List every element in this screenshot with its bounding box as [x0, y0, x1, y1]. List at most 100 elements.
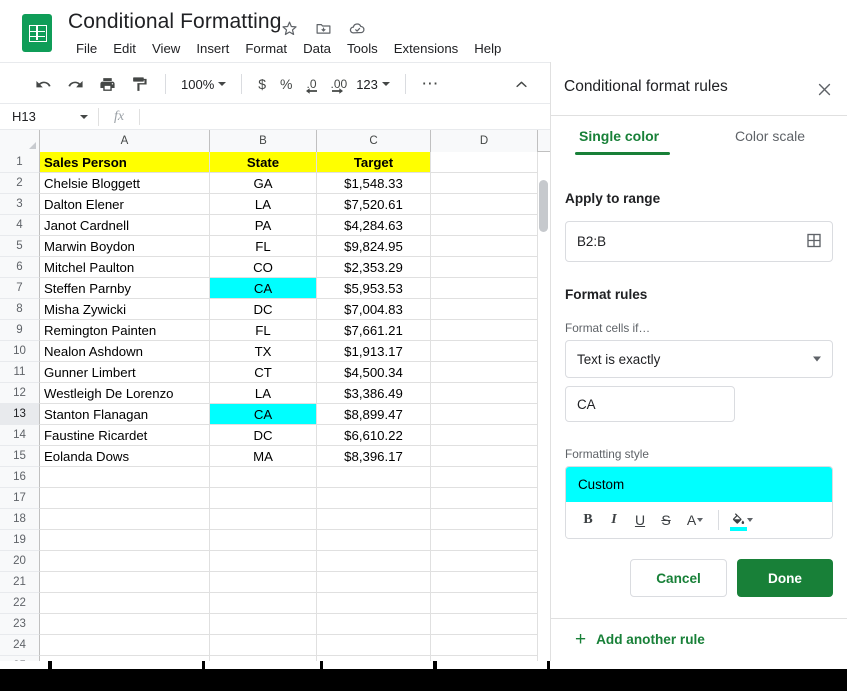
tab-single-color[interactable]: Single color	[579, 128, 660, 144]
cell-B16[interactable]	[210, 467, 317, 488]
cell-C2[interactable]: $1,548.33	[317, 173, 431, 194]
row-header[interactable]: 18	[0, 509, 40, 530]
cell-B24[interactable]	[210, 635, 317, 656]
cell-B14[interactable]: DC	[210, 425, 317, 446]
move-to-folder-icon[interactable]	[312, 17, 334, 39]
cell-D20[interactable]	[431, 551, 538, 572]
row-header[interactable]: 9	[0, 320, 40, 341]
select-all-corner[interactable]	[0, 130, 40, 152]
text-color-button[interactable]: A	[680, 508, 710, 532]
cell-A10[interactable]: Nealon Ashdown	[40, 341, 210, 362]
bold-button[interactable]: B	[583, 512, 593, 527]
row-header[interactable]: 25	[0, 656, 40, 661]
tab-color-scale[interactable]: Color scale	[735, 128, 806, 144]
cell-D14[interactable]	[431, 425, 538, 446]
cell-C1[interactable]: Target	[317, 152, 431, 173]
cell-D6[interactable]	[431, 257, 538, 278]
cell-D7[interactable]	[431, 278, 538, 299]
menu-tools[interactable]: Tools	[346, 41, 378, 56]
cell-D5[interactable]	[431, 236, 538, 257]
undo-icon[interactable]	[28, 69, 58, 99]
cell-A24[interactable]	[40, 635, 210, 656]
cell-B22[interactable]	[210, 593, 317, 614]
row-header[interactable]: 2	[0, 173, 40, 194]
cell-C4[interactable]: $4,284.63	[317, 215, 431, 236]
cell-D8[interactable]	[431, 299, 538, 320]
cell-C7[interactable]: $5,953.53	[317, 278, 431, 299]
decrease-decimal-button[interactable]: .0	[300, 70, 324, 98]
row-header[interactable]: 16	[0, 467, 40, 488]
cell-D16[interactable]	[431, 467, 538, 488]
vertical-scrollbar[interactable]	[539, 154, 548, 661]
cell-C12[interactable]: $3,386.49	[317, 383, 431, 404]
row-header[interactable]: 1	[0, 152, 40, 173]
cell-A23[interactable]	[40, 614, 210, 635]
close-icon[interactable]	[813, 78, 835, 100]
increase-decimal-button[interactable]: .00	[324, 70, 355, 98]
cell-C22[interactable]	[317, 593, 431, 614]
name-box[interactable]: H13	[0, 104, 98, 130]
cell-C18[interactable]	[317, 509, 431, 530]
cell-A1[interactable]: Sales Person	[40, 152, 210, 173]
menu-extensions[interactable]: Extensions	[393, 41, 459, 56]
column-header-a[interactable]: A	[40, 130, 210, 152]
row-header[interactable]: 17	[0, 488, 40, 509]
row-header[interactable]: 11	[0, 362, 40, 383]
cell-B10[interactable]: TX	[210, 341, 317, 362]
cell-C10[interactable]: $1,913.17	[317, 341, 431, 362]
cell-C20[interactable]	[317, 551, 431, 572]
cell-D18[interactable]	[431, 509, 538, 530]
strikethrough-button[interactable]: S	[661, 512, 671, 528]
collapse-toolbar-icon[interactable]	[506, 69, 536, 99]
cell-B13[interactable]: CA	[210, 404, 317, 425]
cell-A14[interactable]: Faustine Ricardet	[40, 425, 210, 446]
cell-B2[interactable]: GA	[210, 173, 317, 194]
cell-A9[interactable]: Remington Painten	[40, 320, 210, 341]
cell-B3[interactable]: LA	[210, 194, 317, 215]
condition-type-select[interactable]: Text is exactly	[565, 340, 833, 378]
document-title[interactable]: Conditional Formatting	[68, 10, 282, 33]
cell-C13[interactable]: $8,899.47	[317, 404, 431, 425]
column-header-c[interactable]: C	[317, 130, 431, 152]
cell-C14[interactable]: $6,610.22	[317, 425, 431, 446]
cell-D3[interactable]	[431, 194, 538, 215]
cell-A17[interactable]	[40, 488, 210, 509]
row-header[interactable]: 7	[0, 278, 40, 299]
cell-A2[interactable]: Chelsie Bloggett	[40, 173, 210, 194]
cell-A8[interactable]: Misha Zywicki	[40, 299, 210, 320]
cell-C23[interactable]	[317, 614, 431, 635]
cell-D15[interactable]	[431, 446, 538, 467]
cell-C3[interactable]: $7,520.61	[317, 194, 431, 215]
underline-button[interactable]: U	[634, 512, 646, 528]
cell-D12[interactable]	[431, 383, 538, 404]
row-header[interactable]: 5	[0, 236, 40, 257]
condition-value-input[interactable]: CA	[565, 386, 735, 422]
row-header[interactable]: 13	[0, 404, 40, 425]
redo-icon[interactable]	[60, 69, 90, 99]
cell-C9[interactable]: $7,661.21	[317, 320, 431, 341]
cell-B1[interactable]: State	[210, 152, 317, 173]
cell-D23[interactable]	[431, 614, 538, 635]
cell-B18[interactable]	[210, 509, 317, 530]
zoom-selector[interactable]: 100%	[175, 70, 232, 98]
menu-format[interactable]: Format	[245, 41, 288, 56]
row-header[interactable]: 3	[0, 194, 40, 215]
percent-format-button[interactable]: %	[280, 76, 293, 92]
cell-D2[interactable]	[431, 173, 538, 194]
cell-B25[interactable]	[210, 656, 317, 661]
cell-B8[interactable]: DC	[210, 299, 317, 320]
row-header[interactable]: 8	[0, 299, 40, 320]
cell-D21[interactable]	[431, 572, 538, 593]
cell-B6[interactable]: CO	[210, 257, 317, 278]
cell-C8[interactable]: $7,004.83	[317, 299, 431, 320]
menu-edit[interactable]: Edit	[113, 41, 136, 56]
cell-C24[interactable]	[317, 635, 431, 656]
row-header[interactable]: 10	[0, 341, 40, 362]
cell-B20[interactable]	[210, 551, 317, 572]
cell-C5[interactable]: $9,824.95	[317, 236, 431, 257]
scrollbar-thumb[interactable]	[539, 180, 548, 232]
cell-C21[interactable]	[317, 572, 431, 593]
cell-B11[interactable]: CT	[210, 362, 317, 383]
formula-input[interactable]	[140, 104, 550, 130]
menu-file[interactable]: File	[76, 41, 98, 56]
